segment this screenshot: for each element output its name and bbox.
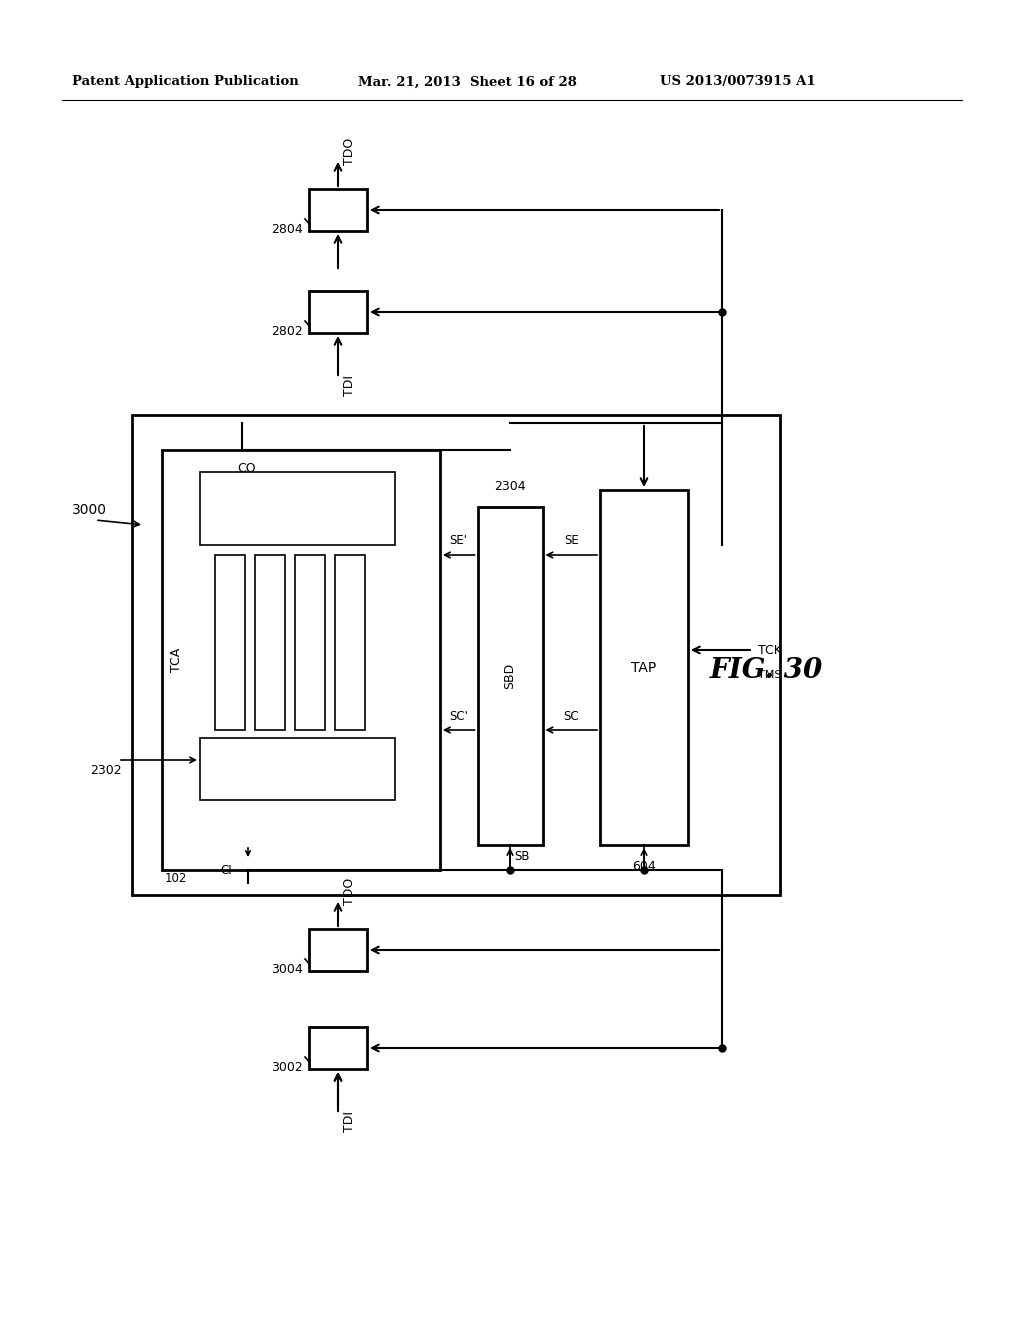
Text: SE: SE xyxy=(564,535,579,548)
Text: 2802: 2802 xyxy=(271,325,303,338)
Text: 2804: 2804 xyxy=(271,223,303,236)
Text: 2302: 2302 xyxy=(90,763,122,776)
Text: 3004: 3004 xyxy=(271,964,303,975)
Bar xyxy=(309,929,367,972)
Bar xyxy=(309,290,367,333)
Bar xyxy=(200,473,395,545)
Bar xyxy=(309,1027,367,1069)
Bar xyxy=(215,554,245,730)
Text: US 2013/0073915 A1: US 2013/0073915 A1 xyxy=(660,75,816,88)
Bar xyxy=(162,450,440,870)
Text: CO: CO xyxy=(237,462,256,474)
Text: Patent Application Publication: Patent Application Publication xyxy=(72,75,299,88)
Bar xyxy=(335,554,365,730)
Text: CI: CI xyxy=(220,863,231,876)
Bar xyxy=(132,414,780,895)
Text: SE': SE' xyxy=(450,535,468,548)
Text: 3000: 3000 xyxy=(72,503,106,517)
Text: TMS: TMS xyxy=(758,671,781,680)
Text: Mar. 21, 2013  Sheet 16 of 28: Mar. 21, 2013 Sheet 16 of 28 xyxy=(358,75,577,88)
Text: SC: SC xyxy=(563,710,579,722)
Bar xyxy=(255,554,285,730)
Text: TDO: TDO xyxy=(343,878,356,904)
Text: 3002: 3002 xyxy=(271,1061,303,1074)
Text: TCA: TCA xyxy=(170,648,182,672)
Bar xyxy=(295,554,325,730)
Text: TAP: TAP xyxy=(632,660,656,675)
Text: TDI: TDI xyxy=(343,1110,356,1131)
Text: 2304: 2304 xyxy=(495,480,525,494)
Bar xyxy=(477,507,543,845)
Bar xyxy=(600,490,688,845)
Text: SB: SB xyxy=(514,850,529,863)
Bar xyxy=(309,189,367,231)
Text: TCK: TCK xyxy=(758,644,782,656)
Text: TDO: TDO xyxy=(343,137,356,165)
Bar xyxy=(200,738,395,800)
Text: FIG. 30: FIG. 30 xyxy=(710,656,823,684)
Text: SC': SC' xyxy=(450,710,468,722)
Text: SBD: SBD xyxy=(504,663,516,689)
Text: 604: 604 xyxy=(632,861,656,874)
Text: TDI: TDI xyxy=(343,375,356,396)
Text: 102: 102 xyxy=(165,871,187,884)
